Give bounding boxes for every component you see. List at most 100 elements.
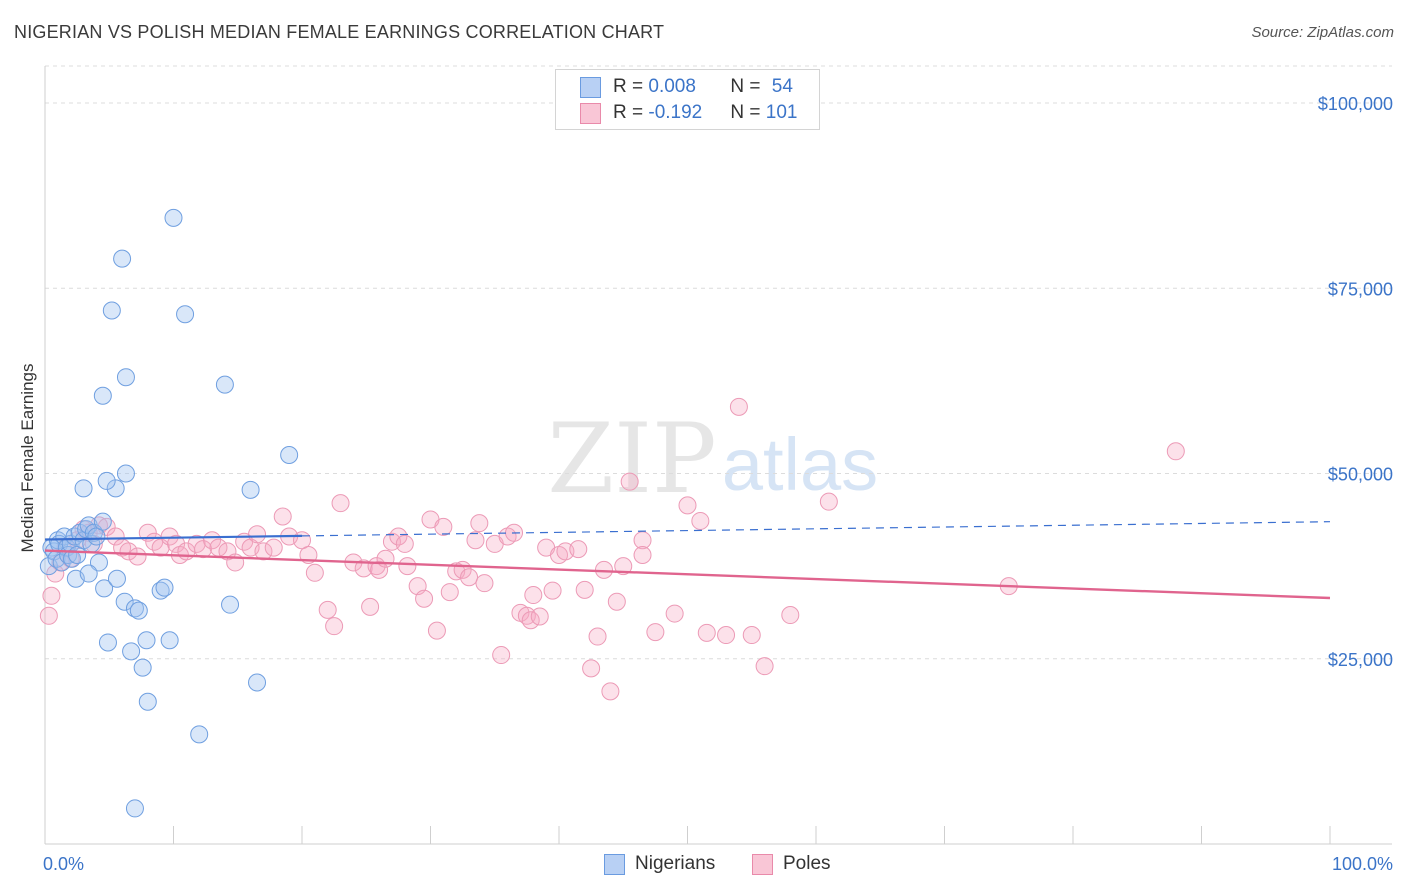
nigerians-point bbox=[221, 595, 240, 614]
poles-point bbox=[633, 546, 652, 565]
legend-row-poles: R = -0.192 N = 101 bbox=[580, 101, 797, 125]
poles-point bbox=[203, 531, 222, 550]
poles-point bbox=[434, 517, 453, 536]
poles-point bbox=[376, 549, 395, 568]
y-tick-label: $100,000 bbox=[1318, 94, 1393, 114]
legend-row-nigerians: R = 0.008 N = 54 bbox=[580, 75, 793, 99]
nigerians-point bbox=[95, 579, 114, 598]
n-value-poles: 101 bbox=[765, 102, 798, 123]
nigerians-point bbox=[65, 527, 84, 546]
poles-point bbox=[106, 527, 125, 546]
nigerians-point bbox=[87, 527, 106, 546]
nigerians-point bbox=[160, 631, 179, 650]
nigerians-swatch bbox=[580, 76, 601, 98]
poles-point bbox=[305, 563, 324, 582]
nigerians-point bbox=[113, 249, 132, 268]
r-label: R = bbox=[613, 102, 649, 123]
nigerians-point bbox=[79, 564, 98, 583]
poles-point bbox=[582, 659, 601, 678]
poles-trend bbox=[44, 549, 1331, 600]
poles-point bbox=[389, 527, 408, 546]
axes bbox=[44, 66, 1392, 845]
grid-lines bbox=[45, 65, 1392, 660]
x-tick-label: 0.0% bbox=[43, 854, 84, 874]
nigerians-point bbox=[241, 480, 260, 499]
poles-point bbox=[46, 564, 65, 583]
poles-point bbox=[39, 606, 58, 625]
tick-labels: $25,000 $50,000 $75,000 $100,000 0.0% 100.0% bbox=[43, 94, 1393, 874]
poles-legend-swatch bbox=[752, 853, 773, 875]
nigerians-point bbox=[155, 578, 174, 597]
nigerians-point bbox=[62, 549, 81, 568]
nigerians-point bbox=[176, 305, 195, 324]
n-label: N = bbox=[730, 102, 766, 123]
poles-point bbox=[395, 534, 414, 553]
nigerians-point bbox=[129, 601, 148, 620]
nigerians-point bbox=[106, 479, 125, 498]
nigerians-point bbox=[137, 631, 156, 650]
nigerians-point bbox=[93, 386, 112, 405]
poles-point bbox=[440, 583, 459, 602]
poles-point bbox=[620, 472, 639, 491]
poles-point bbox=[370, 560, 389, 579]
nigerians-point bbox=[115, 592, 134, 611]
y-tick-label: $50,000 bbox=[1328, 465, 1393, 485]
poles-point bbox=[742, 626, 761, 645]
poles-point bbox=[717, 626, 736, 645]
nigerians-point bbox=[190, 725, 209, 744]
bottom-legend-poles: Poles bbox=[752, 852, 831, 876]
nigerians-legend-label: Nigerians bbox=[635, 853, 716, 874]
poles-point bbox=[781, 606, 800, 625]
nigerians-point bbox=[107, 569, 126, 588]
chart-title: NIGERIAN VS POLISH MEDIAN FEMALE EARNING… bbox=[14, 22, 665, 42]
nigerians-point bbox=[215, 375, 234, 394]
poles-point bbox=[398, 557, 417, 576]
x-tick-label: 100.0% bbox=[1332, 854, 1393, 874]
nigerians-trend-dashed bbox=[301, 521, 1331, 537]
nigerians-point bbox=[102, 301, 121, 320]
poles-point bbox=[543, 581, 562, 600]
trend-lines bbox=[44, 521, 1331, 600]
correlation-legend: R = 0.008 N = 54 R = -0.192 N = 101 bbox=[555, 69, 820, 130]
poles-point bbox=[475, 574, 494, 593]
nigerians-point bbox=[116, 368, 135, 387]
poles-point bbox=[521, 611, 540, 630]
nigerians-points bbox=[39, 208, 299, 818]
poles-point bbox=[460, 568, 479, 587]
poles-point bbox=[128, 547, 147, 566]
nigerians-point bbox=[133, 658, 152, 677]
nigerians-point bbox=[248, 673, 267, 692]
poles-point bbox=[575, 580, 594, 599]
poles-point bbox=[819, 492, 838, 511]
poles-point bbox=[492, 646, 511, 665]
poles-point bbox=[248, 525, 267, 544]
poles-point bbox=[1166, 442, 1185, 461]
poles-point bbox=[665, 604, 684, 623]
poles-point bbox=[273, 507, 292, 526]
poles-point bbox=[119, 542, 138, 561]
poles-point bbox=[160, 527, 179, 546]
n-value-nigerians: 54 bbox=[771, 76, 793, 97]
poles-points bbox=[39, 397, 1185, 701]
poles-point bbox=[614, 557, 633, 576]
nigerians-point bbox=[74, 479, 93, 498]
poles-point bbox=[415, 589, 434, 608]
poles-point bbox=[691, 511, 710, 530]
r-value-nigerians: 0.008 bbox=[648, 76, 696, 97]
nigerians-point bbox=[164, 208, 183, 227]
y-tick-label: $25,000 bbox=[1328, 650, 1393, 670]
poles-point bbox=[729, 397, 748, 416]
r-value-poles: -0.192 bbox=[648, 102, 703, 123]
poles-point bbox=[470, 514, 489, 533]
poles-point bbox=[678, 496, 697, 515]
poles-point bbox=[466, 531, 485, 550]
poles-point bbox=[167, 534, 186, 553]
poles-legend-label: Poles bbox=[783, 853, 831, 874]
poles-point bbox=[331, 494, 350, 513]
poles-point bbox=[264, 538, 283, 557]
nigerians-point bbox=[138, 692, 157, 711]
bottom-legend-nigerians: Nigerians bbox=[604, 852, 715, 876]
nigerians-legend-swatch bbox=[604, 853, 625, 875]
nigerians-trend-solid bbox=[44, 534, 303, 541]
